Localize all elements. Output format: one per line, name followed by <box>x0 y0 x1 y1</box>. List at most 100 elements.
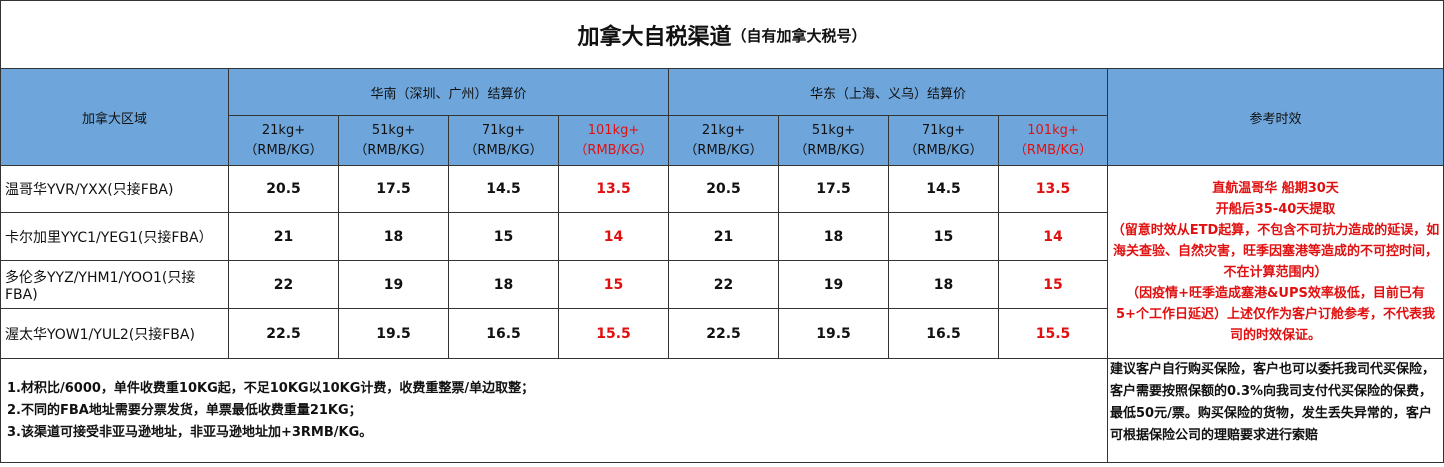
price-cell: 15 <box>888 212 999 261</box>
unit: （RMB/KG） <box>794 142 873 158</box>
price-cell: 15 <box>448 212 559 261</box>
price-column-header: 71kg+ （RMB/KG） <box>448 115 559 166</box>
price: 18 <box>823 228 844 245</box>
group-header-text: 华南（深圳、广州）结算价 <box>370 86 527 102</box>
price: 22.5 <box>266 325 301 342</box>
subtitle: （自有加拿大税号） <box>731 26 867 45</box>
price-cell: 13.5 <box>998 165 1108 213</box>
price-cell: 14 <box>558 212 669 261</box>
group-header: 华东（上海、义乌）结算价 <box>668 68 1108 116</box>
unit: （RMB/KG） <box>904 142 983 158</box>
price-cell: 19 <box>778 260 889 309</box>
price: 22 <box>713 276 734 293</box>
price: 15.5 <box>596 325 631 342</box>
price-cell: 15 <box>558 260 669 309</box>
price: 20.5 <box>706 181 741 197</box>
price-cell: 22.5 <box>228 308 339 359</box>
weight: 101kg+ <box>1027 122 1079 138</box>
price-cell: 19 <box>338 260 449 309</box>
unit: （RMB/KG） <box>244 142 323 158</box>
group-header: 华南（深圳、广州）结算价 <box>228 68 669 116</box>
region-cell: 渥太华YOW1/YUL2(只接FBA) <box>0 308 229 359</box>
price: 22.5 <box>706 325 741 342</box>
price: 20.5 <box>266 181 301 197</box>
price: 17.5 <box>376 181 411 197</box>
weight: 71kg+ <box>921 122 966 138</box>
price: 21 <box>713 228 734 245</box>
price: 15 <box>1043 276 1063 293</box>
price: 14 <box>603 228 624 245</box>
price: 14.5 <box>926 181 961 197</box>
price-cell: 16.5 <box>448 308 559 359</box>
region-cell: 多伦多YYZ/YHM1/YOO1(只接FBA) <box>0 260 229 309</box>
price-cell: 22 <box>228 260 339 309</box>
price-column-header: 101kg+ （RMB/KG） <box>558 115 669 166</box>
price-cell: 18 <box>778 212 889 261</box>
price: 13.5 <box>1035 181 1071 197</box>
price-column-header: 21kg+ （RMB/KG） <box>668 115 779 166</box>
price-cell: 22 <box>668 260 779 309</box>
price-cell: 14.5 <box>888 165 999 213</box>
region-header: 加拿大区域 <box>0 68 229 166</box>
weight: 71kg+ <box>481 122 526 138</box>
price-cell: 17.5 <box>338 165 449 213</box>
region: 卡尔加里YYC1/YEG1(只接FBA） <box>5 229 213 246</box>
price-cell: 19.5 <box>778 308 889 359</box>
unit: （RMB/KG） <box>464 142 543 158</box>
price-cell: 22.5 <box>668 308 779 359</box>
price-cell: 18 <box>448 260 559 309</box>
price-cell: 14.5 <box>448 165 559 213</box>
price: 18 <box>383 228 404 245</box>
price: 14 <box>1043 228 1063 245</box>
price: 22 <box>273 276 294 293</box>
price-cell: 13.5 <box>558 165 669 213</box>
note: 2.不同的FBA地址需要分票发货，单票最低收费重量21KG； <box>7 402 362 418</box>
price-column-header: 51kg+ （RMB/KG） <box>778 115 889 166</box>
insurance-cell: 建议客户自行购买保险，客户也可以委托我司代买保险，客户需要按照保额的0.3%向我… <box>1107 358 1444 463</box>
price-cell: 14 <box>998 212 1108 261</box>
price-column-header: 101kg+ （RMB/KG） <box>998 115 1108 166</box>
unit: （RMB/KG） <box>574 142 653 158</box>
price: 16.5 <box>486 325 521 342</box>
price: 14.5 <box>486 181 521 197</box>
price: 15 <box>933 228 954 245</box>
price-column-header: 71kg+ （RMB/KG） <box>888 115 999 166</box>
price: 16.5 <box>926 325 961 342</box>
weight: 51kg+ <box>371 122 416 138</box>
price-cell: 20.5 <box>668 165 779 213</box>
price-cell: 16.5 <box>888 308 999 359</box>
ref-note: 直航温哥华 船期30天 <box>1212 181 1339 196</box>
region: 温哥华YVR/YXX(只接FBA) <box>5 182 174 198</box>
region: 渥太华YOW1/YUL2(只接FBA) <box>5 326 195 343</box>
price-column-header: 21kg+ （RMB/KG） <box>228 115 339 166</box>
insurance: 建议客户自行购买保险，客户也可以委托我司代买保险，客户需要按照保额的0.3%向我… <box>1110 362 1436 443</box>
price-cell: 15.5 <box>998 308 1108 359</box>
price-column-header: 51kg+ （RMB/KG） <box>338 115 449 166</box>
weight: 21kg+ <box>261 122 306 138</box>
price-cell: 17.5 <box>778 165 889 213</box>
price: 18 <box>493 276 514 293</box>
note: 1.材积比/6000，单件收费重10KG起，不足10KG以10KG计费，收费重整… <box>7 380 535 396</box>
region-cell: 卡尔加里YYC1/YEG1(只接FBA） <box>0 212 229 261</box>
ref-note: （留意时效从ETD起算，不包含不可抗力造成的延误，如海关查验、自然灾害，旺季因塞… <box>1111 223 1440 280</box>
ref-header: 参考时效 <box>1107 68 1444 166</box>
weight: 51kg+ <box>811 122 856 138</box>
price: 18 <box>933 276 954 293</box>
region-cell: 温哥华YVR/YXX(只接FBA) <box>0 165 229 213</box>
unit: （RMB/KG） <box>684 142 763 158</box>
region: 多伦多YYZ/YHM1/YOO1(只接FBA) <box>5 269 196 303</box>
price-cell: 15 <box>998 260 1108 309</box>
title-row: 加拿大自税渠道 （自有加拿大税号） <box>0 0 1444 69</box>
price: 17.5 <box>816 181 851 197</box>
note: 3.该渠道可接受非亚马逊地址，非亚马逊地址加+3RMB/KG。 <box>7 424 373 440</box>
price-cell: 21 <box>668 212 779 261</box>
price: 19.5 <box>376 325 411 342</box>
ref-note: （因疫情+旺季造成塞港&UPS效率极低，目前已有5+个工作日延迟）上述仅作为客户… <box>1116 286 1435 343</box>
unit: （RMB/KG） <box>1013 142 1093 158</box>
price: 15 <box>493 228 514 245</box>
price-cell: 18 <box>338 212 449 261</box>
price: 15.5 <box>1035 325 1071 342</box>
price: 19.5 <box>816 325 851 342</box>
price-cell: 21 <box>228 212 339 261</box>
